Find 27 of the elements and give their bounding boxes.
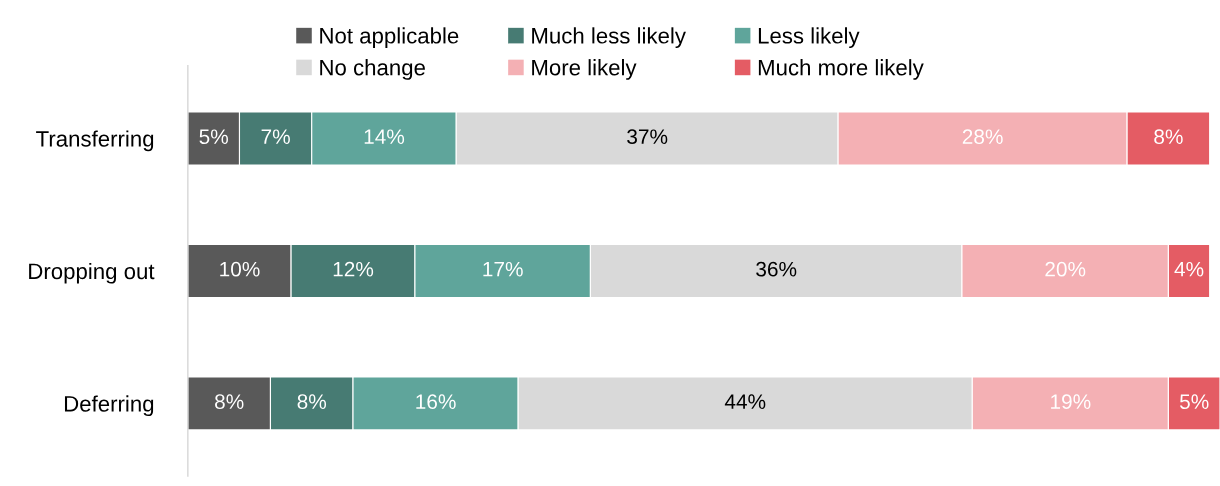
data-label: 8% — [1154, 129, 1183, 145]
legend-label: Not applicable — [320, 27, 459, 49]
data-label: 36% — [756, 261, 797, 277]
data-label: 12% — [333, 261, 374, 277]
data-label: 19% — [1051, 394, 1091, 410]
y-tick-label: Dropping out — [29, 262, 155, 284]
data-label: 8% — [215, 394, 244, 410]
data-label: 44% — [724, 394, 766, 409]
data-label: 10% — [220, 261, 260, 277]
data-label: 14% — [364, 129, 405, 144]
y-tick-label: Transferring — [36, 130, 154, 152]
legend-label: Less likely — [758, 27, 860, 49]
legend-label: No change — [320, 59, 425, 80]
data-label: 7% — [261, 129, 290, 144]
legend-label: Much less likely — [532, 27, 686, 49]
data-label: 5% — [199, 129, 228, 145]
data-label: 28% — [962, 129, 1003, 145]
data-label: 20% — [1045, 261, 1086, 277]
data-label: 8% — [297, 394, 327, 410]
data-label: 37% — [627, 129, 668, 145]
data-label: 16% — [416, 394, 456, 410]
data-label: 17% — [483, 261, 523, 277]
data-label: 4% — [1174, 261, 1204, 277]
legend-label: Much more likely — [758, 59, 924, 80]
legend-label: More likely — [532, 59, 637, 80]
y-tick-label: Deferring — [64, 395, 154, 417]
data-label: 5% — [1179, 394, 1209, 410]
